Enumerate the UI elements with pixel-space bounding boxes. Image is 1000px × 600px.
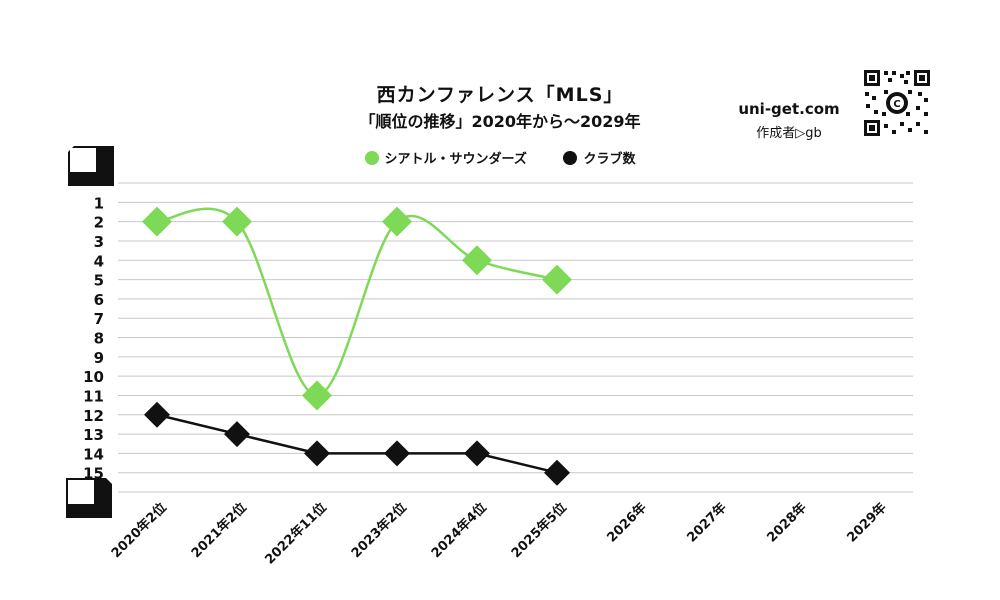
legend: シアトル・サウンダーズ クラブ数	[0, 148, 1000, 169]
y-tick-label: 9	[94, 349, 104, 367]
legend-label: クラブ数	[583, 152, 636, 167]
corner-decoration-icon	[66, 478, 112, 518]
site-label: uni-get.com	[738, 100, 840, 118]
x-tick-label: 2021年2位	[188, 500, 250, 562]
data-point	[302, 380, 332, 411]
data-point	[384, 440, 410, 467]
y-tick-label: 5	[94, 272, 104, 290]
legend-item-club-count: クラブ数	[563, 148, 635, 167]
data-point	[542, 264, 572, 295]
corner-decoration-icon	[68, 146, 114, 186]
legend-dot-icon	[364, 150, 379, 165]
y-tick-label: 11	[83, 387, 104, 405]
legend-dot-icon	[563, 150, 578, 165]
svg-text:C: C	[893, 99, 900, 110]
x-tick-label: 2028年	[764, 500, 810, 546]
legend-label: シアトル・サウンダーズ	[384, 152, 527, 167]
author-label: 作成者▷gb	[756, 126, 822, 141]
y-tick-label: 13	[83, 426, 104, 444]
y-tick-label: 3	[94, 233, 104, 251]
data-point	[544, 459, 570, 486]
data-point	[224, 421, 250, 448]
y-tick-label: 14	[83, 445, 104, 463]
legend-item-seattle: シアトル・サウンダーズ	[364, 148, 527, 167]
data-point	[304, 440, 330, 467]
x-tick-label: 2024年4位	[428, 500, 490, 562]
data-point	[464, 440, 490, 467]
y-tick-label: 10	[83, 368, 104, 386]
series-line	[156, 207, 558, 397]
y-tick-label: 15	[83, 465, 104, 483]
data-point	[222, 206, 252, 237]
y-tick-label: 12	[83, 407, 104, 425]
x-tick-label: 2027年	[684, 500, 730, 546]
x-tick-label: 2022年11位	[262, 500, 330, 568]
data-point	[142, 206, 172, 237]
data-point	[382, 206, 412, 237]
series-line	[156, 413, 558, 474]
y-tick-label: 4	[94, 252, 104, 270]
y-tick-label: 1	[94, 194, 104, 212]
y-tick-label: 2	[94, 214, 104, 232]
data-point	[144, 401, 170, 428]
chart-title: 西カンファレンス「MLS」	[376, 84, 624, 106]
y-tick-label: 7	[94, 310, 104, 328]
y-tick-label: 8	[94, 330, 104, 348]
qr-code-icon: C	[862, 68, 932, 138]
x-tick-label: 2025年5位	[508, 500, 570, 562]
chart-subtitle: 「順位の推移」2020年から～2029年	[359, 112, 641, 131]
data-point	[462, 245, 492, 276]
x-tick-label: 2029年	[844, 500, 890, 546]
x-tick-label: 2020年2位	[108, 500, 170, 562]
y-tick-label: 6	[94, 291, 104, 309]
x-tick-label: 2023年2位	[348, 500, 410, 562]
x-tick-label: 2026年	[604, 500, 650, 546]
